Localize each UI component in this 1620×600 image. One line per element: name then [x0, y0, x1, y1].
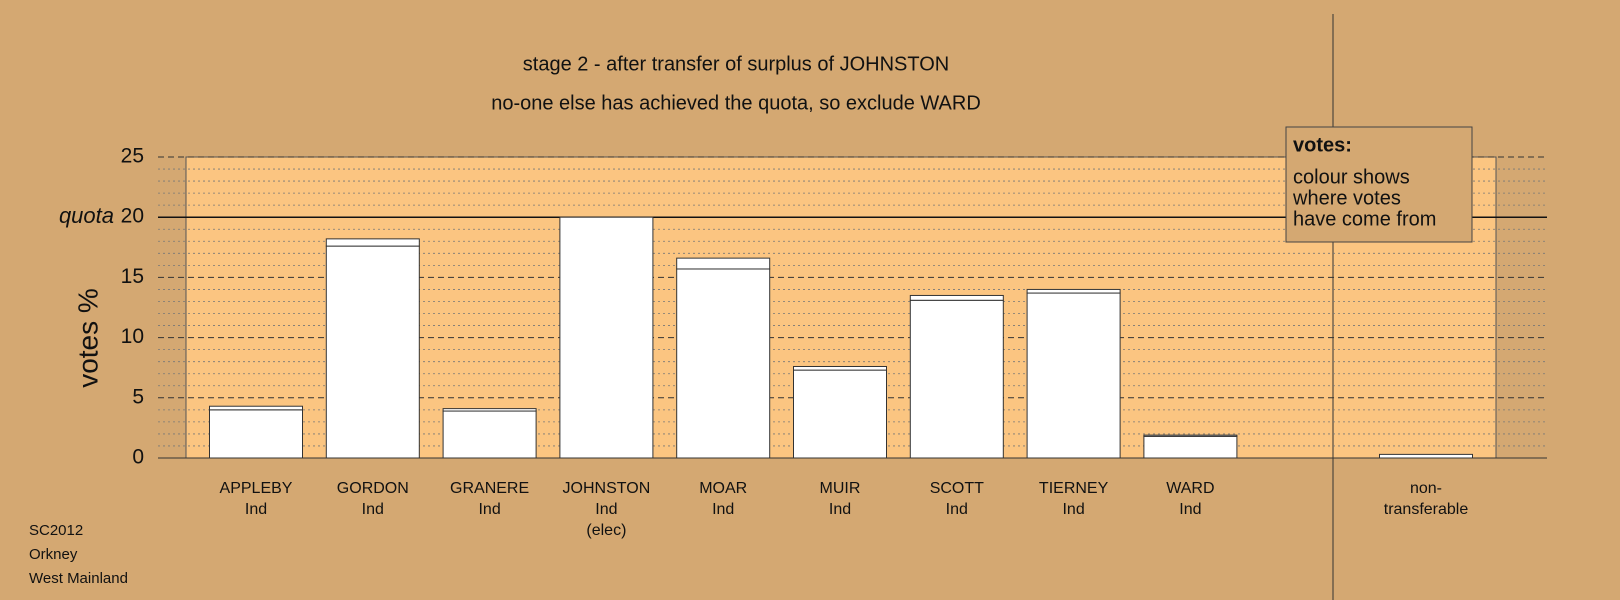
x-tick-label: GRANERE: [450, 480, 529, 497]
bar-segment: [325, 238, 420, 247]
x-tick-label: TIERNEY: [1039, 480, 1109, 497]
x-tick-label: Ind: [245, 501, 267, 518]
x-tick-label: JOHNSTON: [563, 480, 651, 497]
bar-segment: [1379, 453, 1473, 459]
bar-segment: [442, 408, 537, 412]
bar-segment: [1143, 435, 1238, 459]
bar-segment: [676, 257, 771, 270]
bar-segment: [559, 216, 654, 459]
x-tick-label: transferable: [1384, 501, 1469, 518]
legend-text: have come from: [1293, 208, 1436, 230]
x-tick-label: Ind: [1179, 501, 1201, 518]
chart-title: stage 2 - after transfer of surplus of J…: [523, 53, 949, 75]
x-tick-label: Ind: [595, 501, 617, 518]
x-tick-label: Ind: [829, 501, 851, 518]
y-tick-label: 15: [121, 265, 144, 288]
x-tick-label: (elec): [586, 522, 626, 539]
x-tick-label: SCOTT: [930, 480, 984, 497]
bar-segment: [325, 245, 420, 459]
bar-segment: [793, 365, 887, 371]
x-tick-label: APPLEBY: [220, 480, 293, 497]
footer-text: Orkney: [29, 546, 78, 563]
bar-segment: [1026, 292, 1121, 459]
x-tick-label: Ind: [362, 501, 384, 518]
x-tick-label: Ind: [478, 501, 500, 518]
x-tick-label: non-: [1410, 480, 1442, 497]
legend-title: votes:: [1293, 134, 1352, 156]
x-tick-label: WARD: [1166, 480, 1214, 497]
footer-text: West Mainland: [29, 570, 128, 587]
legend-text: where votes: [1292, 187, 1401, 209]
x-tick-label: Ind: [712, 501, 734, 518]
bar-segment: [1026, 288, 1121, 294]
legend-box: [1285, 126, 1473, 243]
bar-segment: [1143, 434, 1238, 437]
x-tick-label: MUIR: [820, 480, 861, 497]
bar-segment: [909, 299, 1004, 459]
bar-segment: [676, 268, 771, 459]
footer-text: SC2012: [29, 522, 83, 539]
bar-segment: [442, 410, 537, 459]
bar-segment: [909, 294, 1004, 301]
y-tick-label: 25: [121, 145, 144, 168]
y-tick-label: 10: [121, 325, 144, 348]
y-tick-label: 0: [132, 446, 144, 469]
quota-label: quota: [59, 203, 114, 228]
chart-subtitle: no-one else has achieved the quota, so e…: [491, 92, 981, 114]
bar-segment: [209, 405, 303, 411]
y-tick-label: 20: [121, 205, 144, 228]
y-axis-label: votes %: [72, 288, 103, 388]
bar-segment: [209, 409, 303, 459]
x-tick-label: Ind: [946, 501, 968, 518]
bar-segment: [793, 369, 887, 459]
x-tick-label: GORDON: [337, 480, 409, 497]
legend-text: colour shows: [1293, 166, 1410, 188]
y-tick-label: 5: [132, 385, 144, 408]
x-tick-label: MOAR: [699, 480, 747, 497]
x-tick-label: Ind: [1062, 501, 1084, 518]
